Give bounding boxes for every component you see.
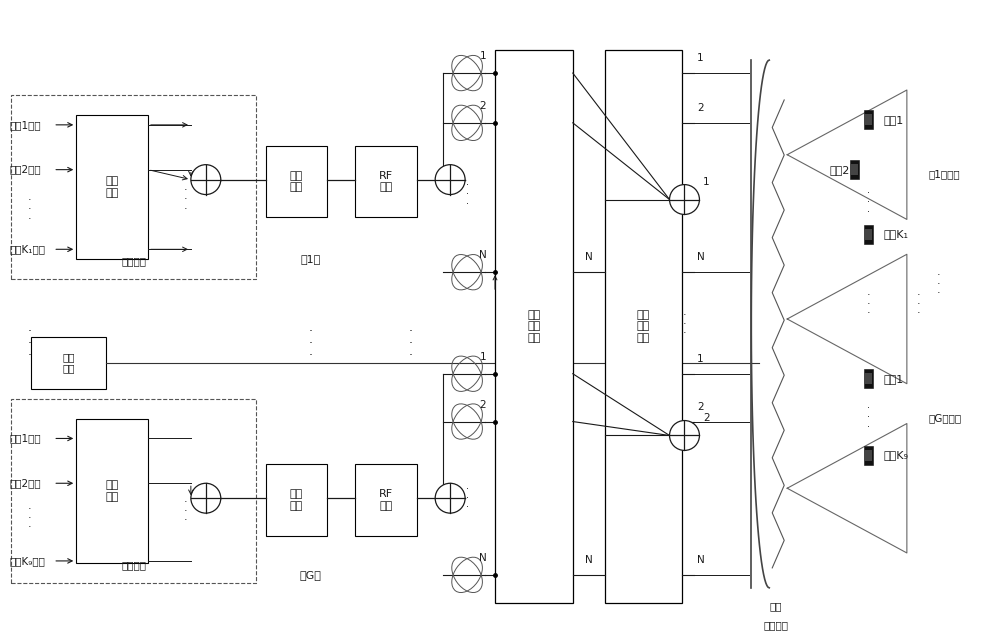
Text: ·
·
·: · · ·	[184, 497, 188, 526]
Bar	[865, 373, 872, 384]
Text: 1: 1	[480, 51, 486, 61]
Text: ·
·
·: · · ·	[867, 290, 871, 318]
Circle shape	[670, 420, 699, 450]
Text: 用户1数据: 用户1数据	[9, 434, 41, 443]
Circle shape	[670, 184, 699, 214]
Text: 用户2数据: 用户2数据	[9, 478, 41, 488]
Text: ·
·
·: · · ·	[937, 270, 941, 299]
Text: 用户K₁数据: 用户K₁数据	[9, 244, 45, 254]
Text: N: N	[479, 250, 487, 261]
Text: 用户1数据: 用户1数据	[9, 120, 41, 130]
Text: 2: 2	[480, 399, 486, 410]
Bar	[605, 50, 682, 603]
Text: 第G组用户: 第G组用户	[929, 413, 962, 424]
Text: ·
·
·: · · ·	[309, 325, 313, 363]
Text: 1: 1	[697, 53, 704, 63]
Text: 第G组: 第G组	[300, 570, 321, 580]
Text: 用户K₉数据: 用户K₉数据	[9, 556, 45, 566]
Text: 1: 1	[703, 177, 710, 186]
Text: ·
·
·: · · ·	[867, 403, 870, 432]
Bar	[865, 450, 872, 461]
Text: 2: 2	[697, 401, 704, 411]
Text: 数模
转换: 数模 转换	[290, 489, 303, 511]
Text: ·
·
·: · · ·	[27, 504, 31, 533]
Text: 用户K₉: 用户K₉	[884, 450, 909, 460]
Text: 用户K₁: 用户K₁	[884, 230, 909, 240]
Bar	[864, 446, 873, 465]
Text: 第1组用户: 第1组用户	[929, 170, 960, 179]
Text: RF
链路: RF 链路	[379, 171, 393, 192]
Text: ·
·
·: · · ·	[27, 195, 31, 224]
Text: ·
·
·: · · ·	[184, 185, 188, 214]
Text: 信道
估计: 信道 估计	[62, 352, 75, 373]
Bar	[864, 225, 873, 244]
Text: 2: 2	[480, 101, 486, 111]
Bar	[864, 369, 873, 388]
Text: 波束
选择
网络: 波束 选择 网络	[637, 310, 650, 343]
Text: 1: 1	[697, 354, 704, 364]
Text: ·
·
·: · · ·	[27, 325, 31, 363]
Bar	[850, 160, 859, 179]
Circle shape	[191, 165, 221, 195]
Text: 2: 2	[697, 103, 704, 113]
Text: N: N	[479, 553, 487, 563]
Bar	[76, 115, 148, 259]
Bar	[865, 229, 872, 240]
Bar	[355, 146, 417, 217]
Text: RF
链路: RF 链路	[379, 489, 393, 511]
Text: 第1组: 第1组	[300, 254, 321, 264]
Bar	[31, 337, 106, 389]
Text: N: N	[697, 555, 704, 565]
Text: ·
·
·: · · ·	[867, 188, 870, 217]
Circle shape	[435, 165, 465, 195]
Text: N: N	[585, 252, 593, 262]
Bar	[266, 146, 327, 217]
Text: 用户2数据: 用户2数据	[9, 165, 41, 174]
Text: N: N	[585, 555, 593, 565]
Bar	[851, 164, 858, 175]
Bar	[266, 464, 327, 536]
Text: 2: 2	[703, 413, 710, 422]
Text: 波束
选择
网络: 波束 选择 网络	[527, 310, 541, 343]
Bar	[495, 50, 573, 603]
Bar	[355, 464, 417, 536]
Text: 功率
分配: 功率 分配	[105, 480, 119, 501]
Bar	[11, 399, 256, 583]
Text: 用户1: 用户1	[884, 115, 904, 125]
Text: 透镜: 透镜	[770, 601, 782, 611]
Circle shape	[435, 483, 465, 513]
Bar	[865, 114, 872, 126]
Bar	[11, 95, 256, 279]
Text: N: N	[697, 252, 704, 262]
Text: 数模
转换: 数模 转换	[290, 171, 303, 192]
Text: 用户2: 用户2	[829, 165, 849, 174]
Bar	[864, 110, 873, 129]
Text: ·
·
·: · · ·	[466, 180, 469, 209]
Text: 叠加编码: 叠加编码	[121, 560, 146, 570]
Text: ·
·
·: · · ·	[683, 310, 686, 338]
Text: ·
·
·: · · ·	[917, 290, 921, 318]
Text: 功率
分配: 功率 分配	[105, 176, 119, 198]
Bar	[76, 418, 148, 563]
Text: ·
·
·: · · ·	[408, 325, 412, 363]
Text: 用户1: 用户1	[884, 373, 904, 384]
Text: ·
·
·: · · ·	[466, 484, 469, 512]
Text: 1: 1	[480, 352, 486, 362]
Circle shape	[191, 483, 221, 513]
Text: 天线阵列: 天线阵列	[764, 621, 789, 631]
Text: 叠加编码: 叠加编码	[121, 256, 146, 266]
